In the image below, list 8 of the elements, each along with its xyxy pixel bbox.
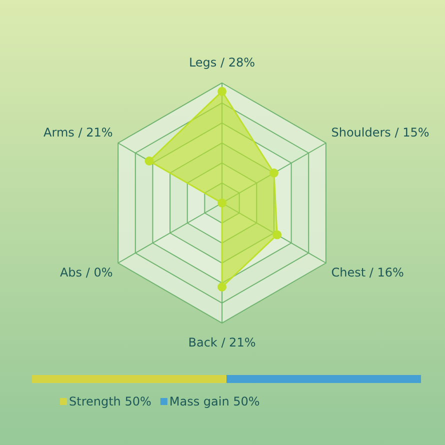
spoke-label: Chest / 16% xyxy=(331,265,404,280)
spoke-label: Back / 21% xyxy=(188,335,256,350)
spoke-label: Abs / 0% xyxy=(60,265,113,280)
legend-label: Mass gain 50% xyxy=(169,394,260,408)
spoke-label: Legs / 28% xyxy=(188,55,256,70)
legend-label: Strength 50% xyxy=(69,394,152,408)
spoke-label: Arms / 21% xyxy=(44,125,113,140)
spoke-label: Shoulders / 15% xyxy=(331,125,430,140)
